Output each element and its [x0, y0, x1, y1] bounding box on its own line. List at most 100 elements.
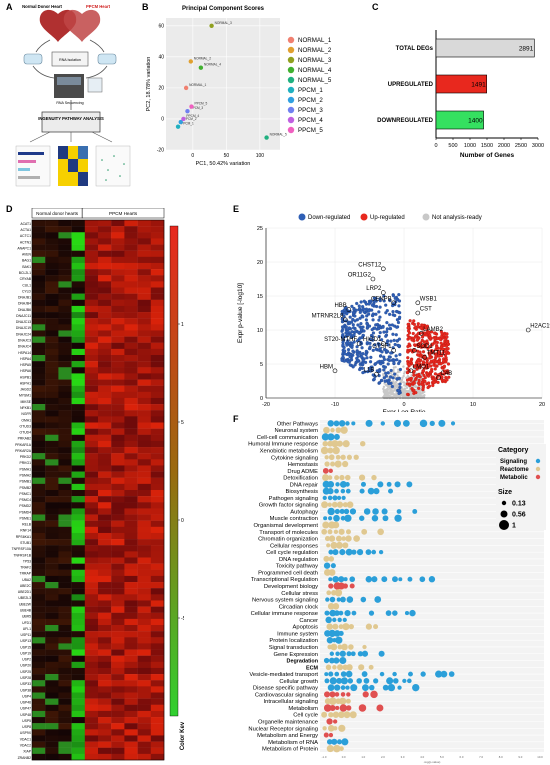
volcano-point-down	[386, 380, 390, 384]
volcano-point-up	[405, 392, 410, 396]
volcano-point-down	[358, 307, 362, 311]
heatmap-cell	[124, 532, 138, 540]
heatmap-cell	[58, 324, 72, 331]
heatmap-gene-label: HSPA6	[20, 369, 31, 373]
arrow-right	[89, 39, 105, 53]
heatmap-cell	[84, 575, 99, 583]
heatmap-cell	[84, 453, 99, 460]
pca-legend-swatch	[287, 86, 295, 94]
heatmap-cell	[98, 465, 112, 472]
heatmap-cell	[84, 618, 99, 626]
volcano-point-down	[371, 331, 376, 335]
pathway-dot	[346, 664, 353, 671]
volcano-point-down	[370, 308, 374, 312]
heatmap-cell	[45, 698, 59, 705]
heatmap-gene-label: PSMA1	[20, 467, 32, 471]
volcano-point-up	[418, 375, 422, 379]
pathway-dot	[337, 644, 343, 650]
volcano-point-down	[353, 330, 357, 334]
volcano-point-down	[356, 358, 360, 362]
heatmap-cell	[98, 710, 112, 718]
heatmap-cell	[71, 422, 85, 429]
volcano-point-down	[351, 323, 355, 327]
pathway-dot	[340, 426, 348, 434]
pathway-dot	[327, 447, 334, 454]
heatmap-cell	[84, 680, 99, 687]
pathway-dot	[360, 596, 367, 603]
pathway-row-label: Gene Expression	[274, 652, 318, 658]
heatmap-gene-label: DNAJB4	[18, 302, 31, 306]
heatmap-gene-label: HSPB1	[20, 375, 31, 379]
heatmap-cell	[98, 686, 112, 693]
heatmap-cell	[58, 686, 72, 693]
volcano-point-down	[360, 346, 364, 350]
heatmap-cell	[71, 379, 85, 386]
heatmap-cell	[111, 582, 125, 589]
heatmap-cell	[32, 649, 46, 656]
heatmap-cell	[124, 569, 138, 577]
pathway-dot	[333, 630, 341, 637]
pathway-xtick: 3.0	[401, 755, 405, 759]
heatmap-cell	[150, 416, 165, 423]
pathway-dot	[340, 671, 347, 677]
heatmap-cell	[137, 526, 151, 534]
heatmap-cell	[150, 575, 165, 583]
heatmap-cell	[137, 735, 151, 742]
heatmap-cell	[98, 661, 112, 669]
volcano-point-down	[397, 388, 401, 393]
pathway-dot	[328, 549, 334, 555]
volcano-point-up	[435, 340, 439, 345]
volcano-point-down	[358, 316, 362, 320]
pathway-dot	[365, 549, 372, 556]
pathway-dot	[339, 480, 347, 488]
heatmap-cell	[137, 588, 151, 595]
heatmap-cell	[58, 312, 72, 319]
heatmap-cell	[150, 526, 165, 534]
heatmap-cell	[71, 514, 85, 521]
heatmap-cell	[124, 496, 138, 503]
heatmap-cell	[84, 508, 99, 515]
heatmap-cell	[58, 373, 72, 380]
heatmap-cell	[84, 532, 99, 540]
heatmap-group-ppcm	[81, 208, 165, 219]
heatmap-cell	[124, 434, 138, 442]
heatmap-gene-label: XIAP	[23, 750, 31, 754]
heatmap-cell	[71, 348, 85, 356]
volcano-point-up	[435, 337, 440, 341]
heatmap-cell	[124, 385, 138, 393]
rna-isolation-label: RNA Isolation	[59, 58, 81, 62]
pathway-row-label: Autophagy	[290, 509, 318, 515]
heatmap-cell	[150, 735, 165, 742]
heatmap-cell	[84, 355, 99, 362]
pathway-row-label: Circadian clock	[279, 604, 318, 610]
heatmap-gene-label: USP9X	[20, 731, 32, 735]
volcano-gene-label: LRP2	[366, 286, 382, 292]
volcano-point-na	[397, 395, 401, 399]
heatmap-cell	[32, 220, 46, 227]
mini-scatter-thumbnail	[95, 145, 131, 187]
heatmap-cell	[84, 336, 99, 343]
heatmap-cell	[32, 747, 46, 755]
heatmap-cell	[84, 471, 99, 478]
heatmap-cell	[45, 281, 59, 288]
volcano-point-down	[397, 304, 401, 308]
pathway-dot	[339, 650, 346, 657]
heatmap-cell	[84, 465, 99, 472]
heatmap-cell	[111, 355, 125, 362]
heatmap-cell	[137, 361, 151, 368]
pathway-dot	[409, 609, 416, 617]
pca-ytick: 20	[158, 85, 164, 91]
heatmap-cell	[45, 238, 59, 245]
pathway-dot	[326, 739, 333, 745]
heatmap-gene-label: DNAJC24	[16, 332, 31, 336]
volcano-point-down	[341, 355, 345, 359]
workflow-schematic: Normal Donor Heart PPCM Heart RNA Isolat…	[15, 4, 131, 187]
heatmap-cell	[98, 404, 112, 411]
pathway-dot	[345, 548, 353, 556]
pca-legend-swatch	[287, 126, 295, 134]
heatmap-cell	[71, 674, 85, 681]
heatmap-gene-label: HSPH1	[20, 381, 31, 385]
pathway-dot	[333, 744, 341, 753]
heatmap-cell	[98, 502, 112, 509]
volcano-point-na	[417, 390, 421, 393]
